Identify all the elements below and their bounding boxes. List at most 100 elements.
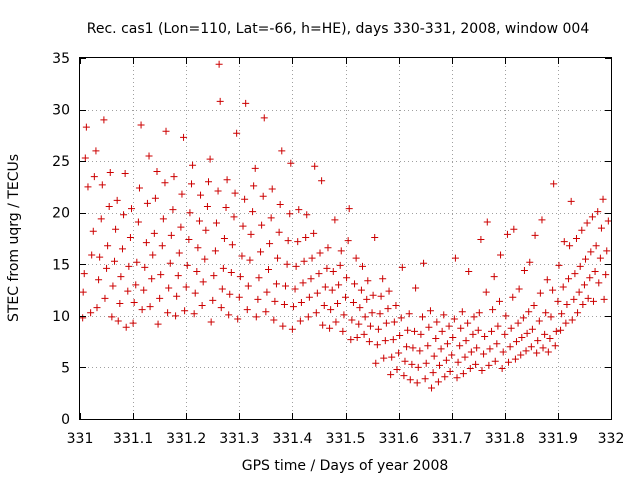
- data-point-marker: [541, 330, 549, 338]
- data-point-marker: [518, 334, 526, 342]
- data-point-marker: [126, 233, 134, 241]
- data-point-marker: [334, 299, 342, 307]
- data-point-marker: [104, 242, 112, 250]
- data-point-marker: [106, 168, 114, 176]
- data-point-marker: [409, 344, 417, 352]
- data-point-marker: [547, 313, 555, 321]
- data-point-marker: [478, 367, 486, 375]
- data-point-marker: [559, 283, 567, 291]
- data-point-marker: [159, 215, 167, 223]
- data-point-marker: [568, 316, 576, 324]
- data-point-marker: [130, 298, 138, 306]
- data-point-marker: [138, 306, 146, 314]
- data-point-marker: [284, 237, 292, 245]
- y-tick-label: 30: [52, 103, 70, 119]
- data-point-marker: [489, 306, 497, 314]
- data-point-marker: [254, 295, 262, 303]
- data-point-marker: [584, 294, 592, 302]
- data-point-marker: [357, 286, 365, 294]
- data-point-marker: [481, 332, 489, 340]
- data-point-marker: [188, 180, 196, 188]
- data-point-marker: [197, 191, 205, 199]
- data-point-marker: [438, 327, 446, 335]
- data-point-marker: [258, 221, 266, 229]
- data-point-marker: [216, 97, 224, 105]
- data-point-marker: [116, 299, 124, 307]
- data-point-marker: [360, 330, 368, 338]
- data-point-marker: [393, 365, 401, 373]
- data-point-marker: [592, 242, 600, 250]
- data-point-marker: [326, 324, 334, 332]
- data-point-marker: [483, 218, 491, 226]
- data-point-marker: [167, 231, 175, 239]
- data-point-marker: [117, 273, 125, 281]
- data-point-marker: [514, 319, 522, 327]
- x-tick-label: 331.5: [325, 431, 365, 447]
- data-point-marker: [574, 309, 582, 317]
- data-point-marker: [111, 257, 119, 265]
- data-point-marker: [331, 216, 339, 224]
- data-point-marker: [488, 327, 496, 335]
- data-point-marker: [388, 353, 396, 361]
- data-point-marker: [289, 303, 297, 311]
- data-point-marker: [292, 262, 300, 270]
- data-point-marker: [519, 314, 527, 322]
- data-point-marker: [236, 273, 244, 281]
- data-point-marker: [320, 302, 328, 310]
- data-point-marker: [586, 274, 594, 282]
- data-point-marker: [97, 215, 105, 223]
- data-point-marker: [278, 147, 286, 155]
- data-point-marker: [381, 337, 389, 345]
- data-point-marker: [323, 264, 331, 272]
- data-point-marker: [465, 268, 473, 276]
- data-point-marker: [177, 223, 185, 231]
- data-point-marker: [305, 293, 313, 301]
- data-point-marker: [308, 254, 316, 262]
- data-point-marker: [403, 343, 411, 351]
- y-tick-labels: 0 5 10 15 20 25 30 35: [52, 51, 70, 428]
- data-point-marker: [255, 274, 263, 282]
- data-point-marker: [368, 309, 376, 317]
- data-point-marker: [456, 342, 464, 350]
- data-point-marker: [275, 228, 283, 236]
- data-point-marker: [109, 282, 117, 290]
- data-point-marker: [128, 205, 136, 213]
- data-point-marker: [133, 258, 141, 266]
- data-point-marker: [311, 162, 319, 170]
- data-point-marker: [112, 225, 120, 233]
- data-point-marker: [536, 289, 544, 297]
- data-point-marker: [469, 330, 477, 338]
- data-point-marker: [482, 288, 490, 296]
- data-point-marker: [497, 251, 505, 259]
- data-point-marker: [175, 249, 183, 257]
- data-point-marker: [230, 213, 238, 221]
- data-point-marker: [522, 347, 530, 355]
- data-point-marker: [602, 271, 610, 279]
- data-point-marker: [351, 280, 359, 288]
- data-point-marker: [510, 225, 518, 233]
- data-point-marker: [79, 314, 87, 322]
- data-point-marker: [363, 295, 371, 303]
- data-point-marker: [84, 183, 92, 191]
- data-point-marker: [597, 224, 605, 232]
- data-point-marker: [543, 276, 551, 284]
- data-point-marker: [424, 342, 432, 350]
- data-point-marker: [82, 123, 90, 131]
- data-point-marker: [154, 320, 162, 328]
- data-point-marker: [228, 241, 236, 249]
- data-point-marker: [103, 264, 111, 272]
- data-point-marker: [511, 355, 519, 363]
- data-point-marker: [446, 368, 454, 376]
- data-point-marker: [531, 231, 539, 239]
- data-point-marker: [344, 237, 352, 245]
- x-tick-label: 331.2: [166, 431, 206, 447]
- data-point-marker: [562, 319, 570, 327]
- data-point-marker: [411, 327, 419, 335]
- data-point-marker: [377, 292, 385, 300]
- data-point-marker: [520, 266, 528, 274]
- data-point-marker: [379, 275, 387, 283]
- data-point-marker: [445, 322, 453, 330]
- data-point-marker: [145, 152, 153, 160]
- data-point-marker: [533, 349, 541, 357]
- data-point-marker: [528, 325, 536, 333]
